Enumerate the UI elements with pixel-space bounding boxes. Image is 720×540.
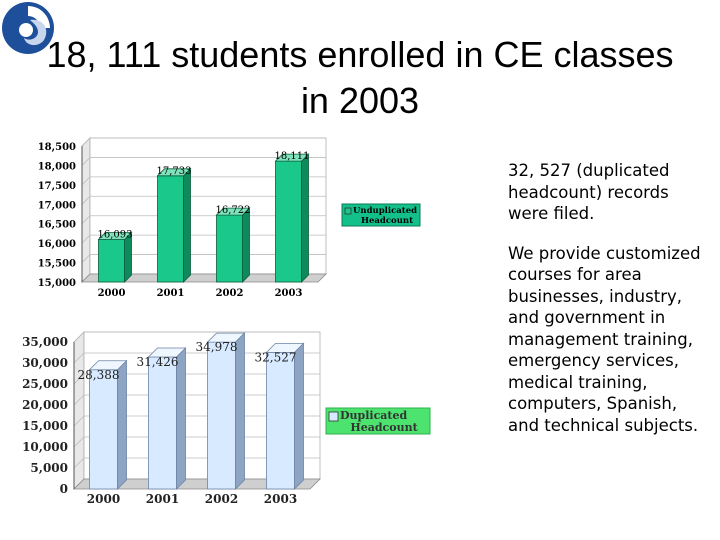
bar-front: [275, 160, 302, 283]
bar: [265, 342, 305, 490]
legend-swatch: [328, 411, 339, 422]
legend-swatch: [344, 207, 352, 215]
y-tick-label: 17,500: [38, 181, 76, 192]
data-label: 32,527: [255, 350, 297, 364]
legend-label: Headcount: [350, 421, 418, 434]
y-tick-label: 30,000: [22, 356, 68, 370]
y-tick-label: 20,000: [22, 398, 68, 412]
bar-side: [176, 347, 186, 490]
data-label: 18,111: [275, 151, 310, 162]
data-label: 17,733: [157, 166, 192, 177]
x-category-label: 2001: [146, 492, 179, 506]
y-tick-label: 35,000: [22, 335, 68, 349]
bar-side: [183, 167, 191, 283]
bar: [97, 231, 133, 283]
gridline: [81, 137, 326, 147]
y-tick-label: 10,000: [22, 440, 68, 454]
bar-side: [235, 332, 245, 490]
bar-front: [207, 341, 236, 490]
bar-front: [89, 369, 118, 490]
bar-side: [242, 207, 250, 283]
legend-box: [341, 203, 421, 227]
bar-top: [97, 232, 133, 240]
y-tick-label: 5,000: [30, 461, 68, 475]
y-tick-label: 16,500: [38, 220, 76, 231]
chart-side-wall: [81, 137, 91, 283]
bar: [156, 167, 192, 283]
duplicated-headcount-chart: 0 5,000 10,000 15,000 20,000 25,000 30,000 35,0…: [22, 331, 431, 506]
gridline: [81, 157, 326, 166]
bar-top: [147, 347, 187, 358]
bar: [88, 359, 128, 490]
gridline: [73, 331, 320, 343]
gridline: [81, 176, 326, 186]
bar-top: [88, 360, 128, 371]
bullet-list: 32, 527 (duplicated headcount) records w…: [508, 160, 708, 454]
bar-front: [266, 351, 295, 490]
x-category-label: 2000: [87, 492, 120, 506]
data-label: 16,093: [98, 230, 133, 241]
legend-box: [325, 407, 431, 435]
data-label: 16,722: [216, 205, 251, 216]
data-label: 31,426: [137, 355, 179, 369]
bar: [206, 332, 246, 490]
y-tick-label: 25,000: [22, 377, 68, 391]
y-tick-label: 0: [60, 482, 68, 496]
bullet-item: 32, 527 (duplicated headcount) records w…: [508, 161, 670, 223]
y-tick-label: 15,000: [22, 419, 68, 433]
legend-label: Duplicated: [340, 409, 407, 422]
y-tick-label: 16,000: [38, 239, 76, 250]
data-label: 34,978: [196, 340, 238, 354]
bar-top: [274, 153, 310, 162]
bar-top: [265, 342, 305, 353]
bar-front: [98, 239, 125, 283]
x-category-label: 2002: [216, 288, 244, 299]
legend-label: Unduplicated: [353, 206, 417, 216]
unduplicated-headcount-chart: 15,000 15,500 16,000 16,500 17,000 17,500 18,0…: [38, 137, 421, 299]
slide-title: 18, 111 students enrolled in CE classes …: [46, 34, 674, 121]
bar-side: [294, 342, 304, 490]
bar-front: [216, 214, 243, 283]
y-tick-label: 18,000: [38, 161, 76, 172]
y-tick-label: 18,500: [38, 142, 76, 153]
bar-front: [157, 175, 184, 283]
x-category-label: 2003: [264, 492, 297, 506]
bar-front: [148, 356, 177, 490]
bar: [215, 207, 251, 283]
college-logo-icon: [2, 2, 54, 54]
y-tick-label: 15,000: [38, 278, 76, 289]
bar-top: [156, 168, 192, 177]
x-category-label: 2001: [157, 288, 185, 299]
x-category-label: 2003: [275, 288, 303, 299]
x-category-label: 2000: [98, 288, 126, 299]
bar: [147, 347, 187, 490]
chart-side-wall: [73, 331, 85, 490]
bar-side: [301, 153, 309, 283]
y-tick-label: 15,500: [38, 259, 76, 270]
x-category-label: 2002: [205, 492, 238, 506]
bar-top: [206, 332, 246, 343]
y-tick-label: 17,000: [38, 200, 76, 211]
bar-top: [215, 207, 251, 216]
data-label: 28,388: [78, 368, 120, 382]
bullet-item: We provide customized courses for area b…: [508, 243, 701, 435]
legend-label: Headcount: [361, 216, 413, 226]
bar: [274, 153, 310, 283]
gridline: [81, 195, 326, 205]
